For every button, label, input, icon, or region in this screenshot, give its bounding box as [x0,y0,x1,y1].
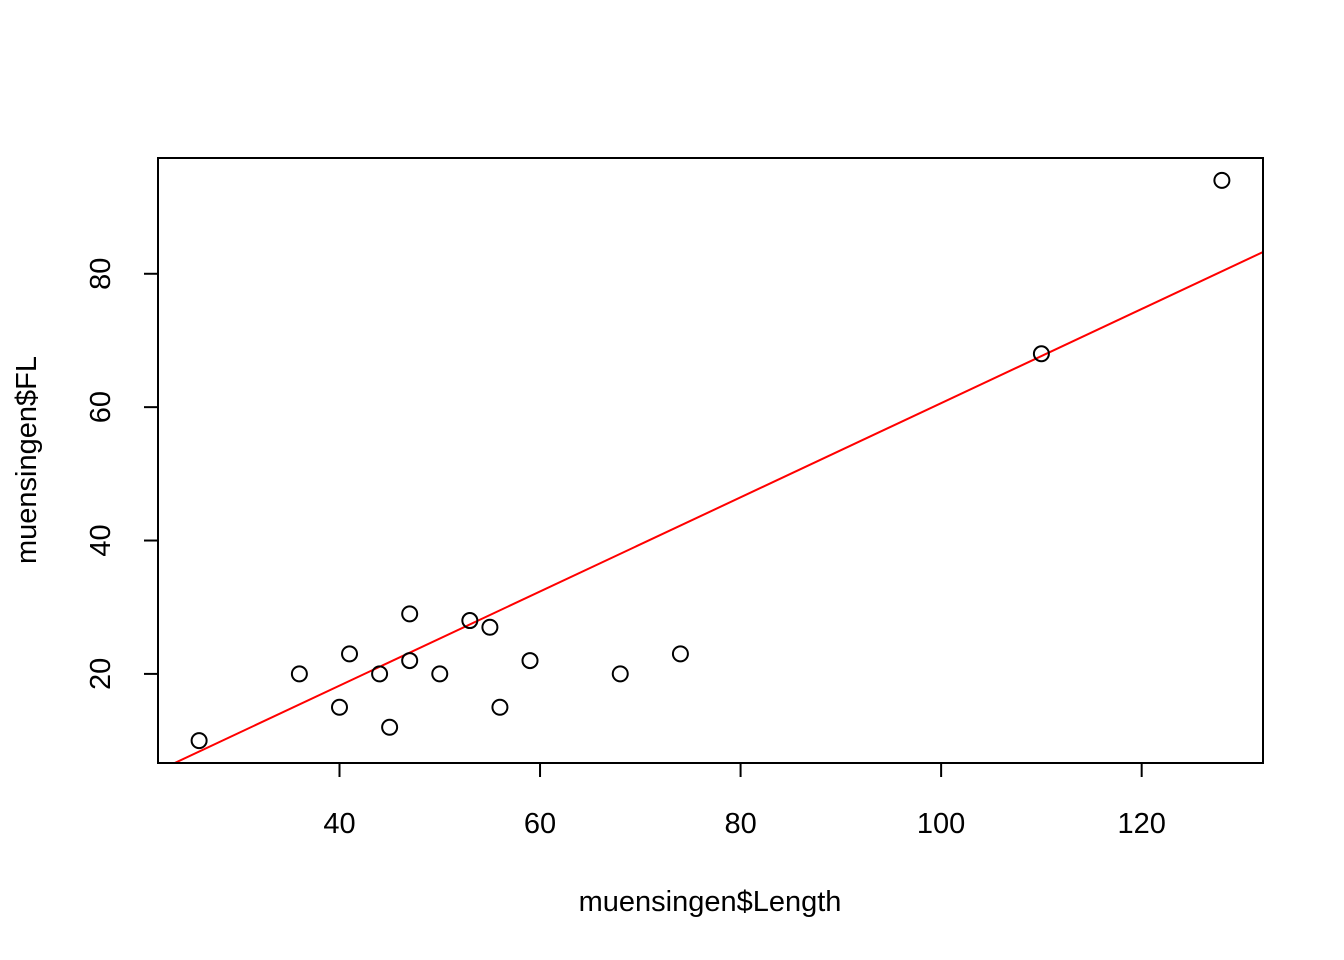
x-tick-label: 60 [524,808,556,840]
data-point [491,698,509,716]
y-axis: 20 40 60 80 [85,258,159,690]
data-point [521,652,539,670]
regression-line [172,251,1263,763]
data-point [461,612,479,630]
data-point [481,618,499,636]
plot-frame [157,157,1264,764]
data-point [381,718,399,736]
regression-line-layer [172,251,1263,763]
data-points [190,171,1231,750]
x-tick-label: 40 [323,808,355,840]
y-axis-label: muensingen$FL [11,356,43,564]
x-axis-label: muensingen$Length [579,886,842,918]
data-point [290,665,308,683]
data-point [671,645,689,663]
x-tick-label: 100 [917,808,965,840]
data-point [1213,171,1231,189]
y-tick-label: 40 [85,524,117,556]
data-point [611,665,629,683]
y-tick-label: 80 [85,258,117,290]
data-point [371,665,389,683]
data-point [330,698,348,716]
x-axis: 40 60 80 100 120 [323,762,1166,840]
data-point [341,645,359,663]
data-point [401,652,419,670]
y-tick-label: 60 [85,391,117,423]
x-tick-label: 120 [1117,808,1165,840]
data-point [401,605,419,623]
y-tick-label: 20 [85,658,117,690]
data-point [431,665,449,683]
data-point [1032,345,1050,363]
x-tick-label: 80 [724,808,756,840]
data-point [190,732,208,750]
